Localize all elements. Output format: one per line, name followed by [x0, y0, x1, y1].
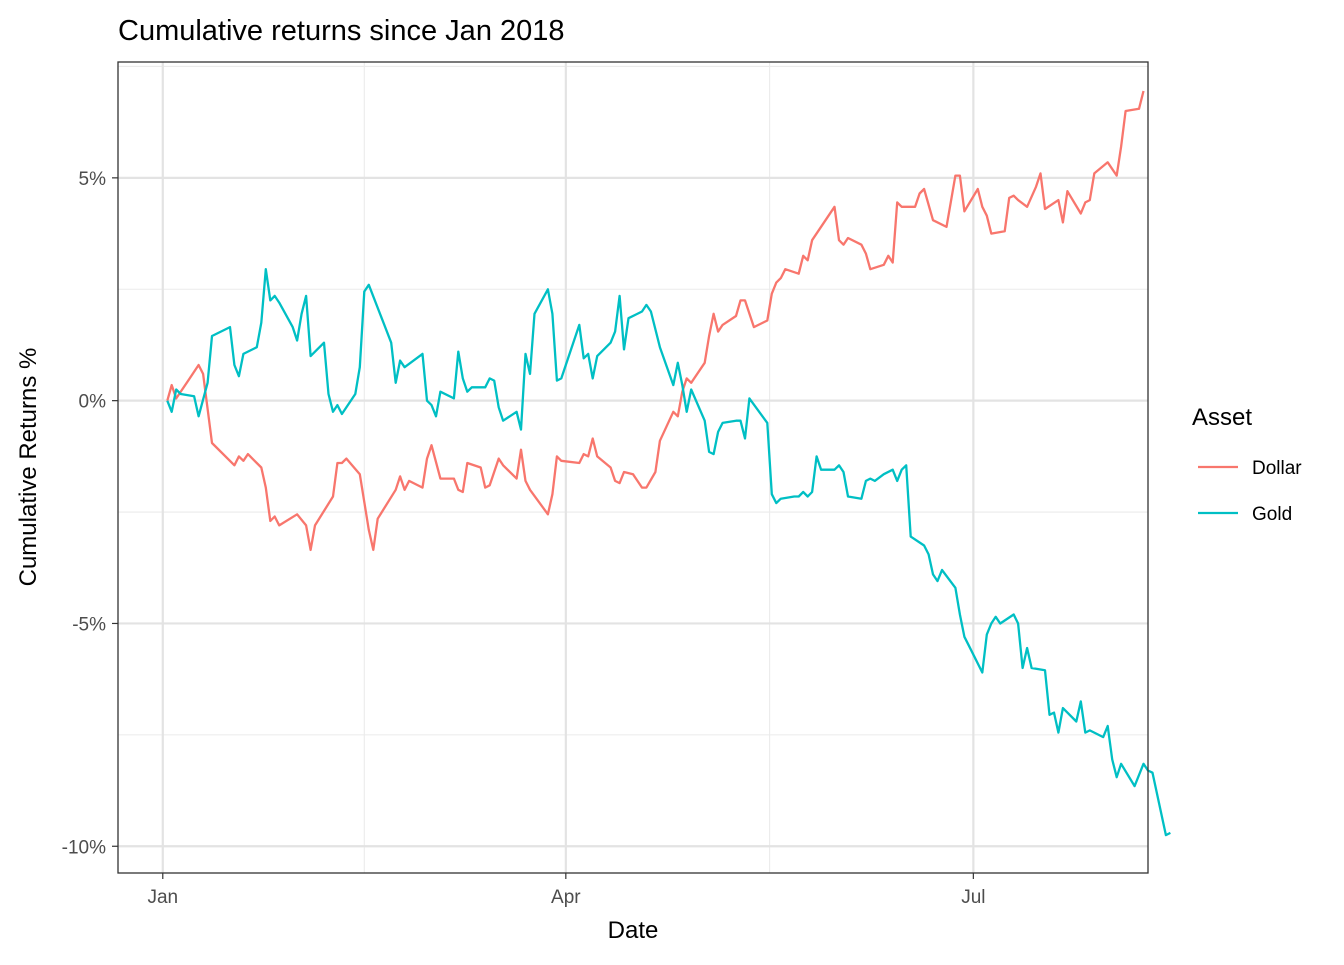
series-lines: [166, 90, 1171, 837]
x-axis-label: Date: [608, 917, 659, 944]
plot-panel: [118, 62, 1148, 873]
series-line-dollar: [166, 90, 1145, 552]
y-axis: 5% 0% -5% -10%: [62, 169, 118, 858]
legend-label-dollar: Dollar: [1252, 458, 1302, 479]
series-line-gold: [166, 268, 1171, 837]
y-tick-label: -10%: [62, 837, 106, 858]
chart-title: Cumulative returns since Jan 2018: [118, 15, 565, 47]
legend: Asset Dollar Gold: [1192, 404, 1302, 525]
x-tick-label: Jan: [147, 887, 178, 908]
legend-label-gold: Gold: [1252, 504, 1292, 525]
x-tick-label: Jul: [961, 887, 985, 908]
y-tick-label: -5%: [72, 614, 106, 635]
y-tick-label: 0%: [79, 392, 107, 413]
x-tick-label: Apr: [551, 887, 581, 908]
y-axis-label: Cumulative Returns %: [15, 348, 42, 587]
plot-border: [117, 61, 1149, 874]
x-axis: Jan Apr Jul: [147, 873, 985, 908]
y-tick-label: 5%: [79, 169, 107, 190]
legend-title: Asset: [1192, 404, 1252, 431]
grid-lines: [118, 62, 1148, 873]
